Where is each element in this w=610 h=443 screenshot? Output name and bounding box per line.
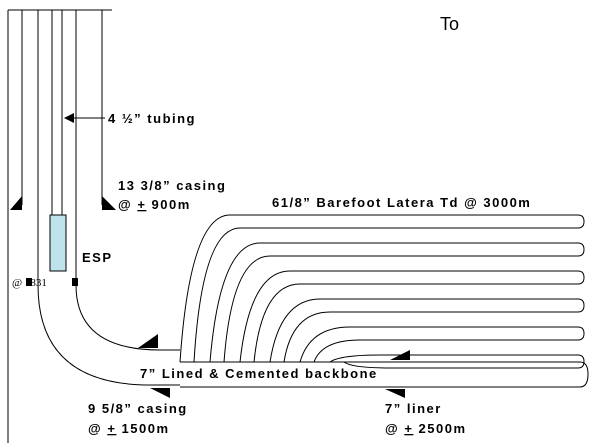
at: @ [385, 421, 399, 436]
liner-label: 7” liner [385, 401, 442, 416]
frame [7, 9, 112, 443]
lateral [299, 326, 585, 363]
destination-label: To [440, 14, 459, 34]
intermediate-casing [37, 10, 180, 398]
laterals [179, 214, 589, 388]
at: @ [118, 197, 132, 212]
pm: + [107, 421, 116, 436]
arrow [64, 113, 105, 123]
lateral [209, 242, 585, 363]
surface-casing-depth: @ + 900m [118, 197, 191, 212]
at: @ [88, 421, 102, 436]
liner-depth: @ + 2500m [385, 421, 467, 436]
surface-casing-label: 13 3/8” casing [118, 178, 226, 193]
tubing-label: 4 ½” tubing [108, 111, 196, 126]
esp-label: ESP [82, 250, 113, 265]
tubing [49, 10, 67, 272]
depth: 1500m [122, 421, 170, 436]
pm: + [404, 421, 413, 436]
lateral-label: 61/8” Barefoot Latera Td @ 3000m [272, 195, 531, 210]
depth: 2500m [419, 421, 467, 436]
depth: 900m [152, 197, 191, 212]
intermediate-casing-depth: @ + 1500m [88, 421, 170, 436]
lateral [239, 270, 585, 363]
lateral [269, 298, 585, 363]
pm: + [137, 197, 146, 212]
lateral [180, 361, 589, 388]
intermediate-casing-label: 9 5/8” casing [88, 401, 188, 416]
liner [385, 350, 410, 398]
marker [26, 278, 32, 286]
lateral [179, 214, 585, 363]
backbone-label: 7” Lined & Cemented backbone [140, 366, 378, 381]
surface-casing [10, 10, 116, 210]
lateral [329, 354, 585, 369]
